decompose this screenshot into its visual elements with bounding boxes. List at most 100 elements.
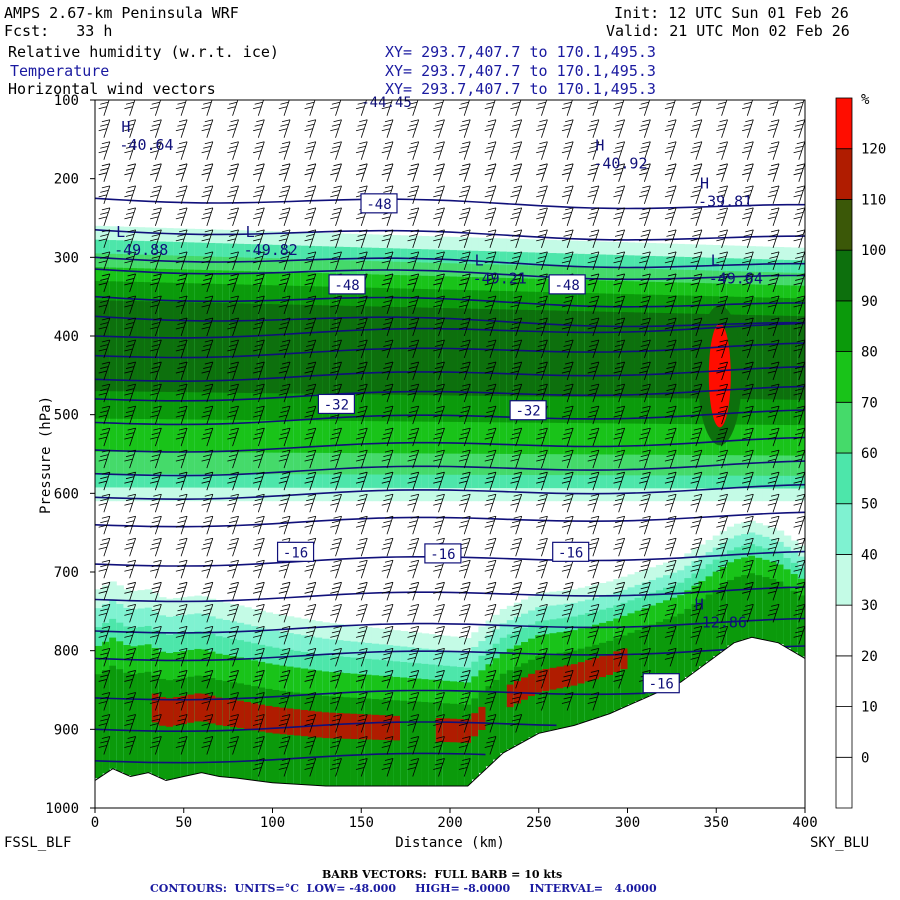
rh-shade: [748, 314, 756, 400]
rh-shade: [364, 306, 373, 395]
wind-barb: [175, 493, 188, 513]
rh-shade: [166, 680, 174, 780]
rh-shade: [684, 313, 692, 399]
wind-barb: [561, 119, 574, 138]
wind-barb: [227, 251, 239, 271]
wind-barb: [716, 141, 728, 160]
rh-shade: [790, 315, 799, 400]
wind-barb: [458, 383, 471, 403]
wind-barb: [639, 141, 651, 160]
wind-barb: [253, 537, 265, 557]
wind-barb: [716, 339, 728, 359]
wind-barb: [433, 119, 445, 138]
wind-barb: [767, 449, 780, 469]
wind-barb: [124, 339, 136, 359]
wind-barb: [613, 537, 626, 557]
extremum-letter: H: [121, 118, 130, 136]
colorbar-swatch: [835, 756, 853, 809]
left-endpoint-label: FSSL_BLF: [4, 835, 71, 851]
rh-shade: [237, 683, 245, 779]
wind-barb: [381, 515, 394, 535]
contour-label: -16: [424, 543, 462, 564]
wind-barb: [433, 625, 445, 645]
wind-barb: [175, 515, 188, 535]
wind-barb: [175, 229, 188, 249]
rh-shade: [144, 301, 153, 392]
wind-barb: [536, 273, 548, 293]
wind-barb: [742, 383, 754, 403]
wind-barb: [613, 207, 626, 226]
wind-barb: [536, 163, 548, 182]
wind-barb: [484, 273, 497, 293]
rh-shade: [322, 305, 330, 394]
wind-barb: [510, 714, 523, 733]
rh-shade: [251, 686, 259, 781]
rh-shade: [400, 307, 408, 395]
y-tick-label: 100: [54, 93, 79, 109]
rh-shade: [137, 301, 146, 392]
wind-barb: [355, 251, 368, 271]
wind-barb: [742, 471, 754, 491]
temperature-contour: [95, 268, 805, 281]
wind-barb: [407, 714, 420, 733]
wind-barb: [278, 229, 291, 249]
x-tick-label: 400: [792, 815, 817, 831]
wind-barb: [201, 581, 214, 601]
rh-shade: [769, 578, 778, 642]
wind-barb: [639, 449, 651, 469]
wind-barb: [98, 100, 110, 116]
wind-barb: [767, 515, 780, 535]
rh-shade: [613, 311, 621, 398]
rh-shade: [293, 709, 302, 736]
rh-shade: [258, 303, 266, 394]
valid-time: Valid: 21 UTC Mon 02 Feb 26: [606, 22, 850, 40]
wind-barb: [664, 581, 677, 601]
wind-barb: [355, 736, 368, 755]
wind-barb: [201, 449, 214, 469]
contour-label: -32: [509, 400, 547, 421]
wind-barb: [304, 273, 317, 293]
wind-barb: [253, 361, 265, 381]
wind-barb: [253, 185, 265, 204]
wind-barb: [227, 185, 239, 204]
wind-barb: [484, 207, 497, 226]
colorbar-swatch: [835, 604, 853, 657]
rh-shade: [464, 704, 472, 786]
rh-shade: [442, 718, 451, 743]
wind-barb: [227, 295, 239, 315]
wind-barb: [433, 251, 445, 271]
wind-barb: [98, 141, 111, 160]
wind-barb: [484, 493, 497, 513]
rh-shade: [265, 688, 273, 783]
rh-shade: [300, 304, 309, 394]
wind-barb: [664, 141, 677, 160]
wind-barb: [793, 295, 805, 315]
wind-barb: [407, 100, 419, 116]
wind-barb: [355, 361, 368, 381]
wind-barb: [407, 559, 420, 579]
wind-barb: [278, 692, 291, 711]
wind-barb: [201, 625, 214, 645]
wind-barb: [227, 581, 239, 601]
wind-barb: [278, 339, 291, 359]
contour-label: -16: [552, 541, 590, 562]
wind-barb: [330, 670, 342, 689]
wind-barb: [561, 229, 574, 249]
rh-shade: [393, 715, 401, 741]
wind-barb: [767, 603, 780, 623]
wind-barb: [330, 119, 342, 138]
rh-shade: [606, 654, 614, 675]
wind-barb: [793, 163, 805, 182]
wind-barb: [742, 339, 754, 359]
y-tick-label: 800: [54, 644, 79, 660]
wind-barb: [716, 229, 728, 249]
rh-shade: [251, 303, 259, 394]
wind-barb: [150, 317, 162, 337]
wind-barb: [433, 471, 445, 491]
wind-barb: [175, 185, 188, 204]
wind-barb: [742, 229, 754, 249]
wind-barb: [536, 100, 548, 116]
wind-barb: [201, 603, 214, 623]
wind-barb: [330, 603, 342, 623]
wind-barb: [253, 405, 265, 425]
